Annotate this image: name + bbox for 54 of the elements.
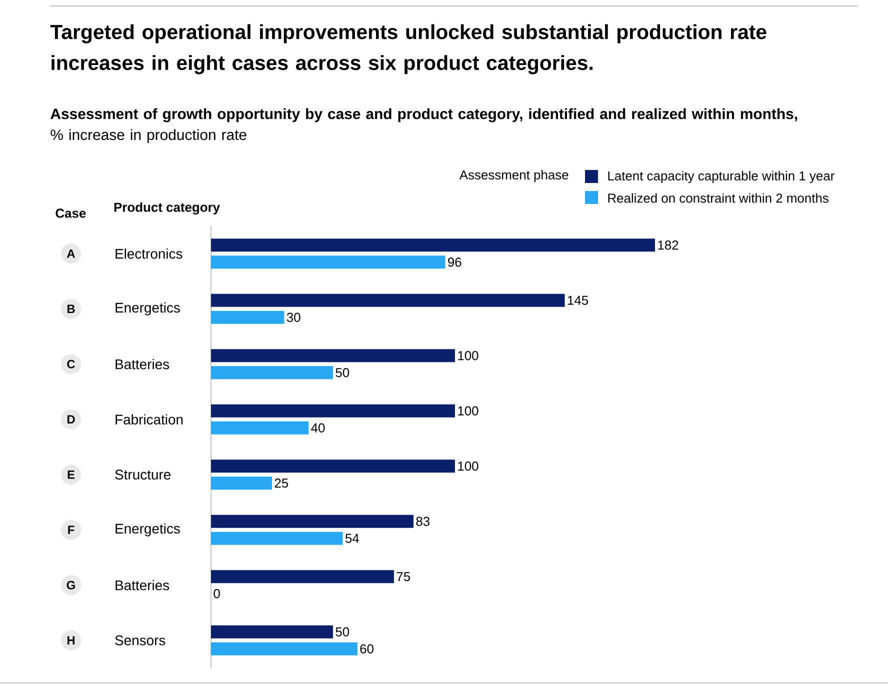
data-label: 40 xyxy=(311,423,325,432)
data-label: 25 xyxy=(274,478,288,488)
text: E xyxy=(68,470,75,479)
data-label: 30 xyxy=(286,312,300,322)
bar xyxy=(211,570,394,584)
legend-label: Realized on constraint within 2 months xyxy=(608,193,828,203)
data-label: 100 xyxy=(458,406,478,416)
y-tick-label: Electronics xyxy=(116,248,182,259)
chart-subtitle: Assessment of growth opportunity by case and product category, identified and realized within months, % increase in production rate xyxy=(50,108,798,144)
text: G xyxy=(66,580,75,590)
data-label: 54 xyxy=(345,534,359,543)
bar xyxy=(211,476,272,490)
y-tick-label: Energetics xyxy=(116,523,180,536)
data-label: 50 xyxy=(336,368,350,378)
y-tick-label: Sensors xyxy=(115,635,166,646)
data-label: 100 xyxy=(458,351,478,360)
bar xyxy=(211,532,343,545)
data-label: 100 xyxy=(458,462,478,471)
data-label: 60 xyxy=(360,644,374,654)
y-tick-label: Batteries xyxy=(116,359,170,370)
bar xyxy=(211,310,284,324)
legend-label: Latent capacity capturable within 1 year xyxy=(608,170,834,184)
bar xyxy=(211,238,656,252)
data-label: 182 xyxy=(658,240,678,250)
chart-title: Targeted operational improvements unlocked substantial production rate increases in eight cases across six product categories. xyxy=(50,24,766,74)
text: H xyxy=(67,636,75,644)
bar xyxy=(211,460,455,473)
text: B xyxy=(67,304,75,313)
bar xyxy=(211,625,333,638)
data-label: 145 xyxy=(568,296,588,305)
bar xyxy=(211,366,333,380)
y-axis-title: Product category xyxy=(114,202,220,214)
text: F xyxy=(68,526,74,534)
data-label: 83 xyxy=(416,516,430,526)
text: A xyxy=(66,250,76,258)
y-tick-label: Fabrication xyxy=(116,414,183,425)
text: C xyxy=(67,360,76,368)
data-label: 75 xyxy=(396,572,410,582)
bar xyxy=(211,294,565,307)
text: D xyxy=(67,415,75,424)
text: Case xyxy=(56,208,86,218)
y-tick-label: Structure xyxy=(115,470,170,480)
bar xyxy=(211,256,446,269)
data-label: 96 xyxy=(448,258,462,267)
bar xyxy=(211,642,358,656)
bar xyxy=(211,404,455,418)
bar xyxy=(211,514,414,528)
bar xyxy=(211,421,309,434)
data-label: 0 xyxy=(214,589,220,598)
bar xyxy=(211,349,455,362)
data-label: 50 xyxy=(336,627,350,636)
legend-title: Assessment phase xyxy=(459,170,568,182)
y-tick-label: Energetics xyxy=(116,302,180,316)
y-tick-label: Batteries xyxy=(116,580,170,590)
